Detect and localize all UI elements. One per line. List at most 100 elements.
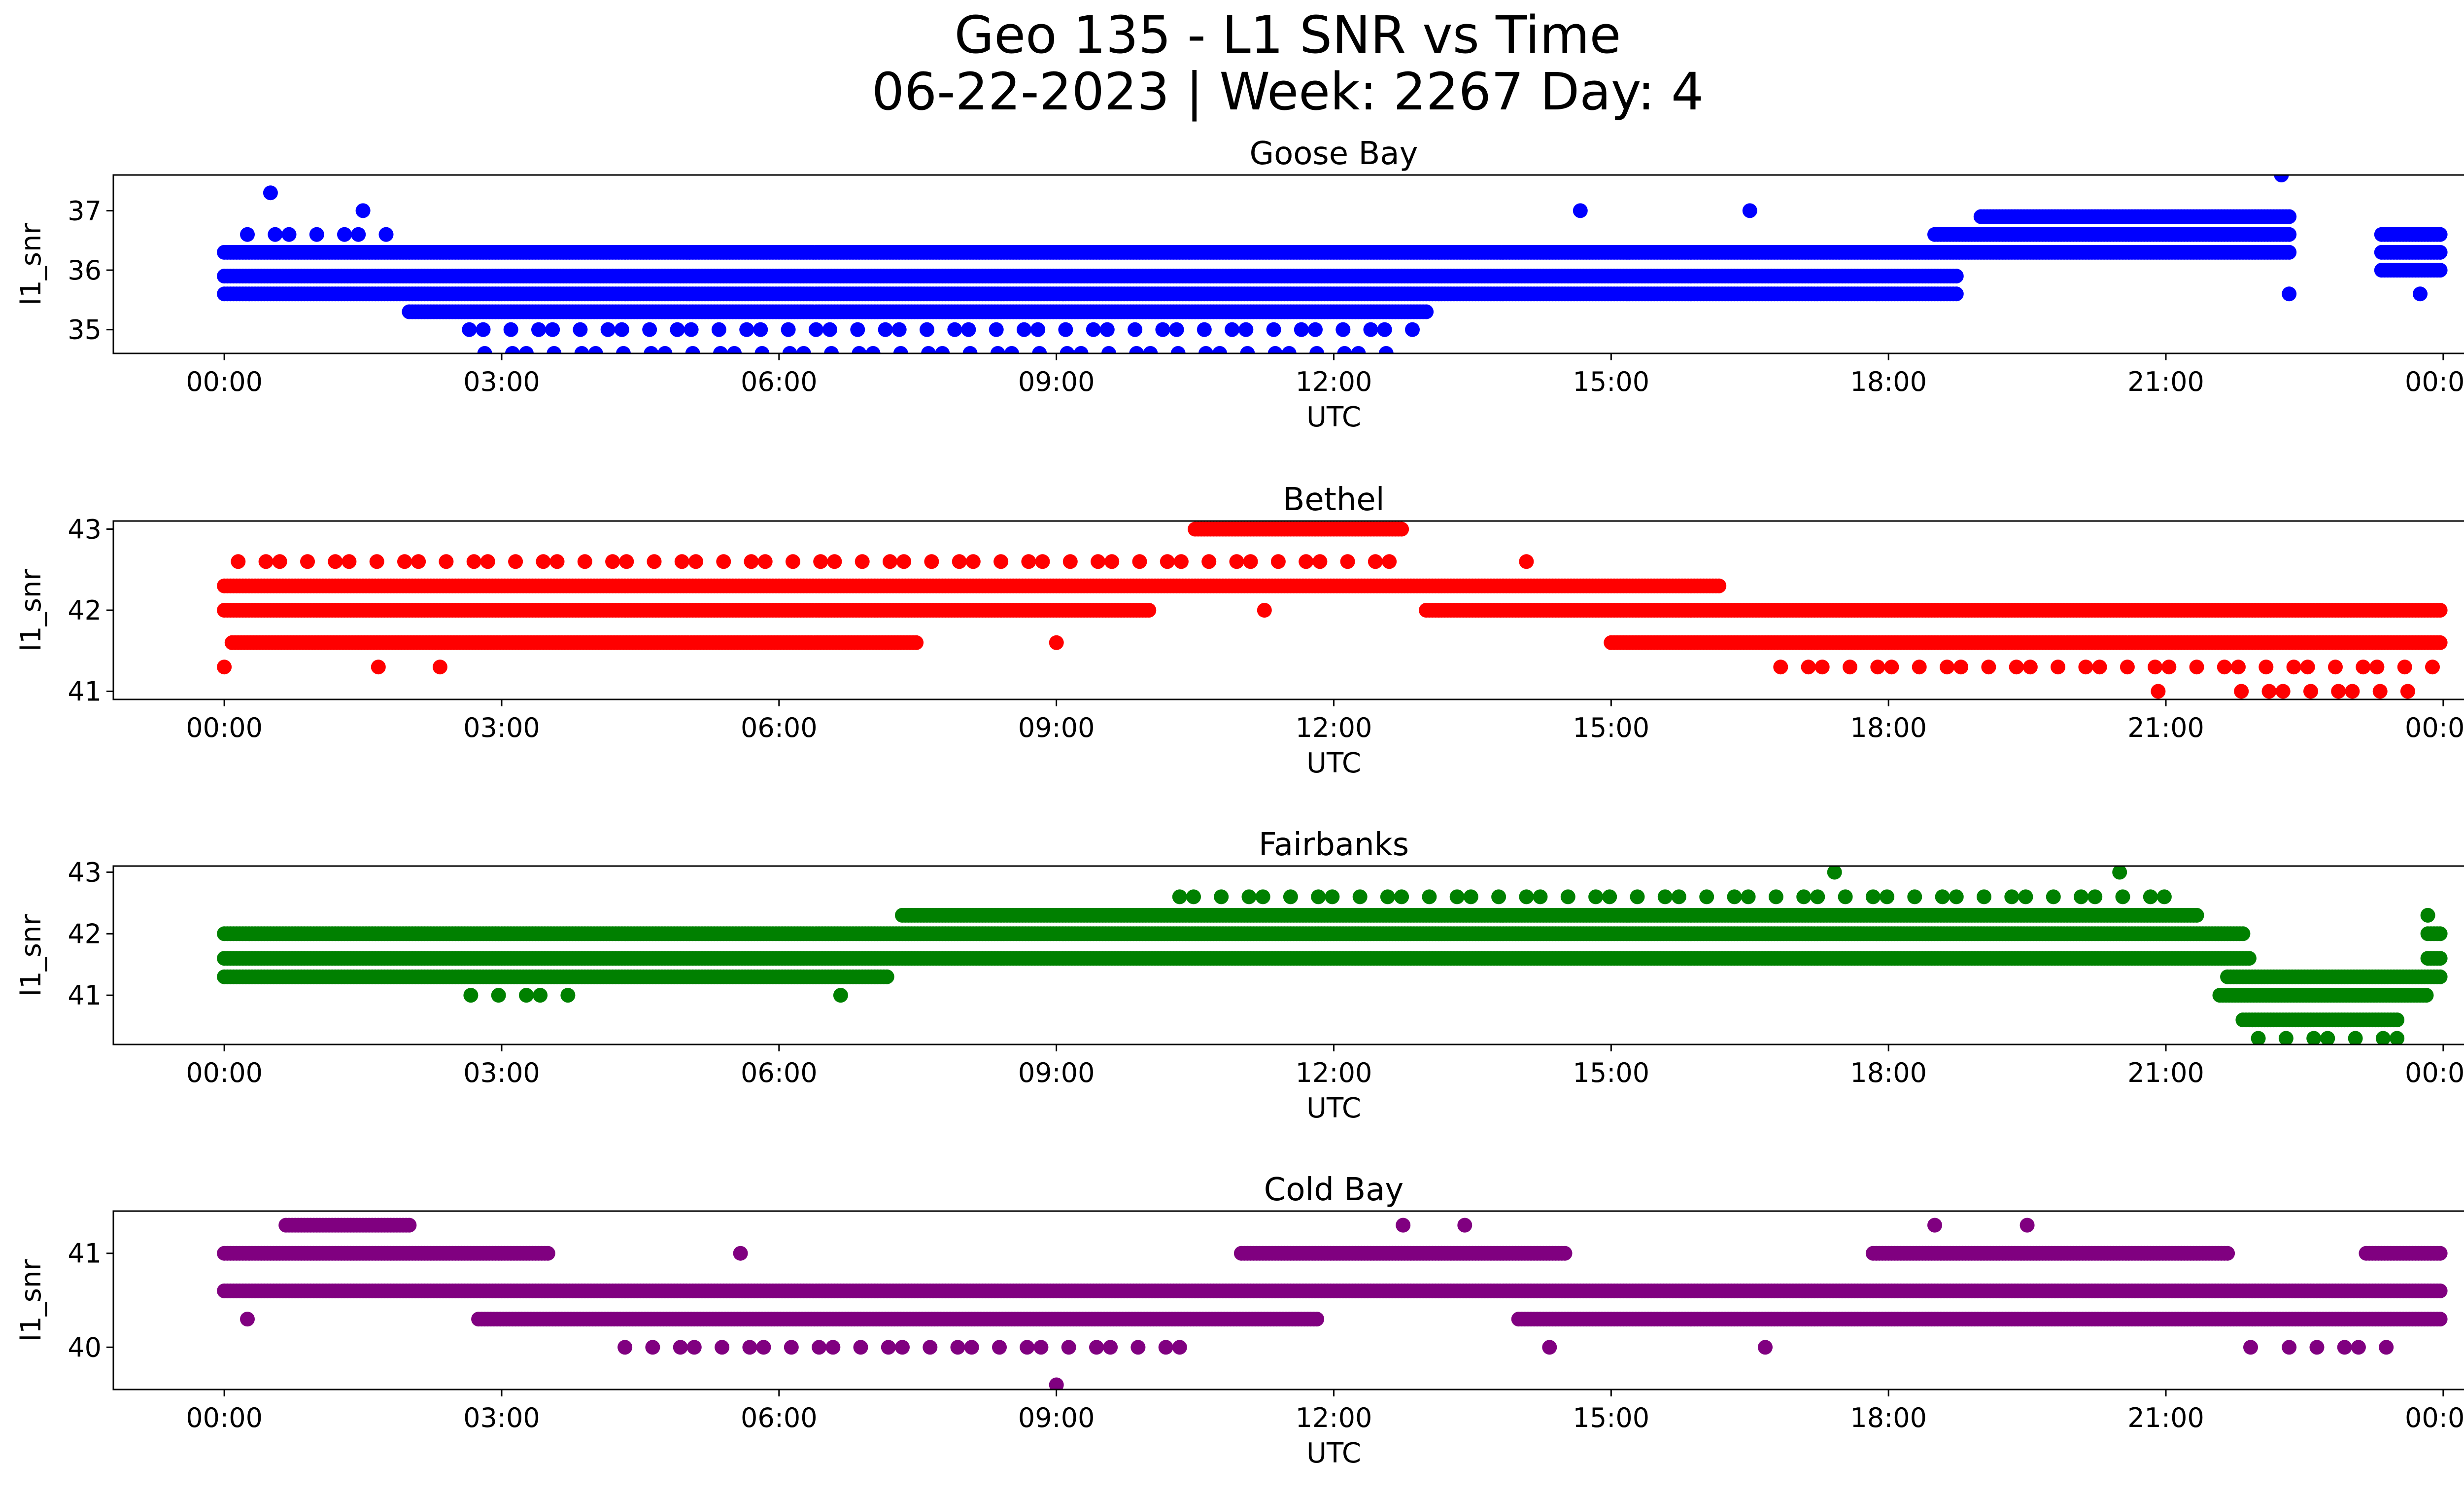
data-point — [2009, 660, 2024, 675]
data-point — [1267, 346, 1283, 353]
x-tick-label: 15:00 — [1573, 366, 1650, 397]
data-point — [1382, 554, 1397, 569]
data-point — [644, 346, 659, 353]
data-point — [1197, 322, 1212, 337]
data-point — [808, 322, 823, 337]
data-point — [883, 554, 897, 569]
data-point — [480, 554, 495, 569]
y-axis-label: l1_snr — [15, 569, 47, 652]
data-point — [397, 554, 412, 569]
data-point — [1266, 322, 1281, 337]
data-point — [411, 554, 426, 569]
data-point — [1814, 660, 1830, 675]
x-tick-label: 00:00 — [2405, 366, 2464, 397]
data-point — [1049, 635, 1064, 650]
data-point — [1337, 346, 1352, 353]
x-tick-label: 06:00 — [741, 712, 818, 743]
x-tick-label: 00:00 — [186, 366, 263, 397]
y-tick-label: 36 — [68, 255, 102, 286]
data-point — [1870, 660, 1885, 675]
panel-title: Goose Bay — [1250, 136, 1418, 172]
data-point — [1101, 346, 1116, 353]
data-point — [309, 227, 324, 242]
data-point — [272, 554, 287, 569]
data-point — [1742, 203, 1757, 218]
data-point — [1257, 603, 1272, 618]
data-point — [822, 322, 837, 337]
data-point — [1377, 322, 1392, 337]
data-point — [716, 554, 731, 569]
x-axis-label: UTC — [1306, 747, 1361, 779]
data-point — [1394, 522, 1409, 537]
data-point — [549, 554, 565, 569]
data-point — [2022, 660, 2038, 675]
data-point — [1351, 346, 1366, 353]
data-point — [588, 346, 603, 353]
panel-title: Bethel — [1283, 482, 1384, 518]
data-point — [921, 346, 936, 353]
data-point — [824, 346, 839, 353]
data-point — [727, 346, 742, 353]
data-point — [782, 346, 797, 353]
data-point — [1940, 660, 1954, 675]
data-point — [1335, 322, 1351, 337]
data-point — [1981, 660, 1996, 675]
x-tick-label: 03:00 — [463, 366, 540, 397]
data-point — [1160, 554, 1175, 569]
data-point — [962, 346, 978, 353]
data-point — [1198, 346, 1213, 353]
data-point — [577, 554, 592, 569]
data-point — [852, 346, 867, 353]
data-point — [1017, 322, 1031, 337]
data-point — [713, 346, 728, 353]
data-point — [2300, 660, 2315, 675]
data-point — [263, 185, 278, 201]
data-point — [684, 322, 699, 337]
data-point — [1169, 322, 1184, 337]
x-axis-label: UTC — [1306, 401, 1361, 433]
data-point — [739, 322, 754, 337]
data-point — [1099, 322, 1115, 337]
data-point — [1573, 203, 1588, 218]
data-point — [1129, 346, 1144, 353]
data-point — [813, 554, 828, 569]
series-points — [217, 522, 2448, 699]
data-point — [573, 322, 588, 337]
data-point — [865, 346, 881, 353]
data-point — [1243, 554, 1258, 569]
data-point — [947, 322, 962, 337]
data-point — [1004, 346, 1019, 353]
series-points — [217, 175, 2448, 353]
data-point — [909, 635, 924, 650]
data-point — [1170, 346, 1186, 353]
data-point — [2151, 684, 2166, 699]
data-point — [850, 322, 865, 337]
data-point — [1143, 346, 1158, 353]
data-point — [2231, 660, 2246, 675]
data-point — [1060, 346, 1075, 353]
data-point — [2092, 660, 2107, 675]
data-point — [600, 322, 616, 337]
data-point — [2425, 660, 2440, 675]
data-point — [1405, 322, 1420, 337]
data-point — [1308, 322, 1323, 337]
data-point — [2217, 660, 2232, 675]
data-point — [1212, 346, 1228, 353]
data-point — [993, 554, 1009, 569]
data-point — [531, 322, 546, 337]
data-point — [1773, 660, 1788, 675]
data-point — [855, 554, 870, 569]
data-point — [1843, 660, 1857, 675]
data-point — [1270, 554, 1286, 569]
data-point — [369, 554, 384, 569]
data-point — [827, 554, 842, 569]
data-point — [619, 554, 634, 569]
data-point — [1104, 554, 1120, 569]
data-point — [258, 554, 274, 569]
data-point — [536, 554, 551, 569]
y-tick-label: 37 — [68, 195, 102, 226]
x-tick-label: 09:00 — [1018, 366, 1095, 397]
data-point — [378, 227, 394, 242]
